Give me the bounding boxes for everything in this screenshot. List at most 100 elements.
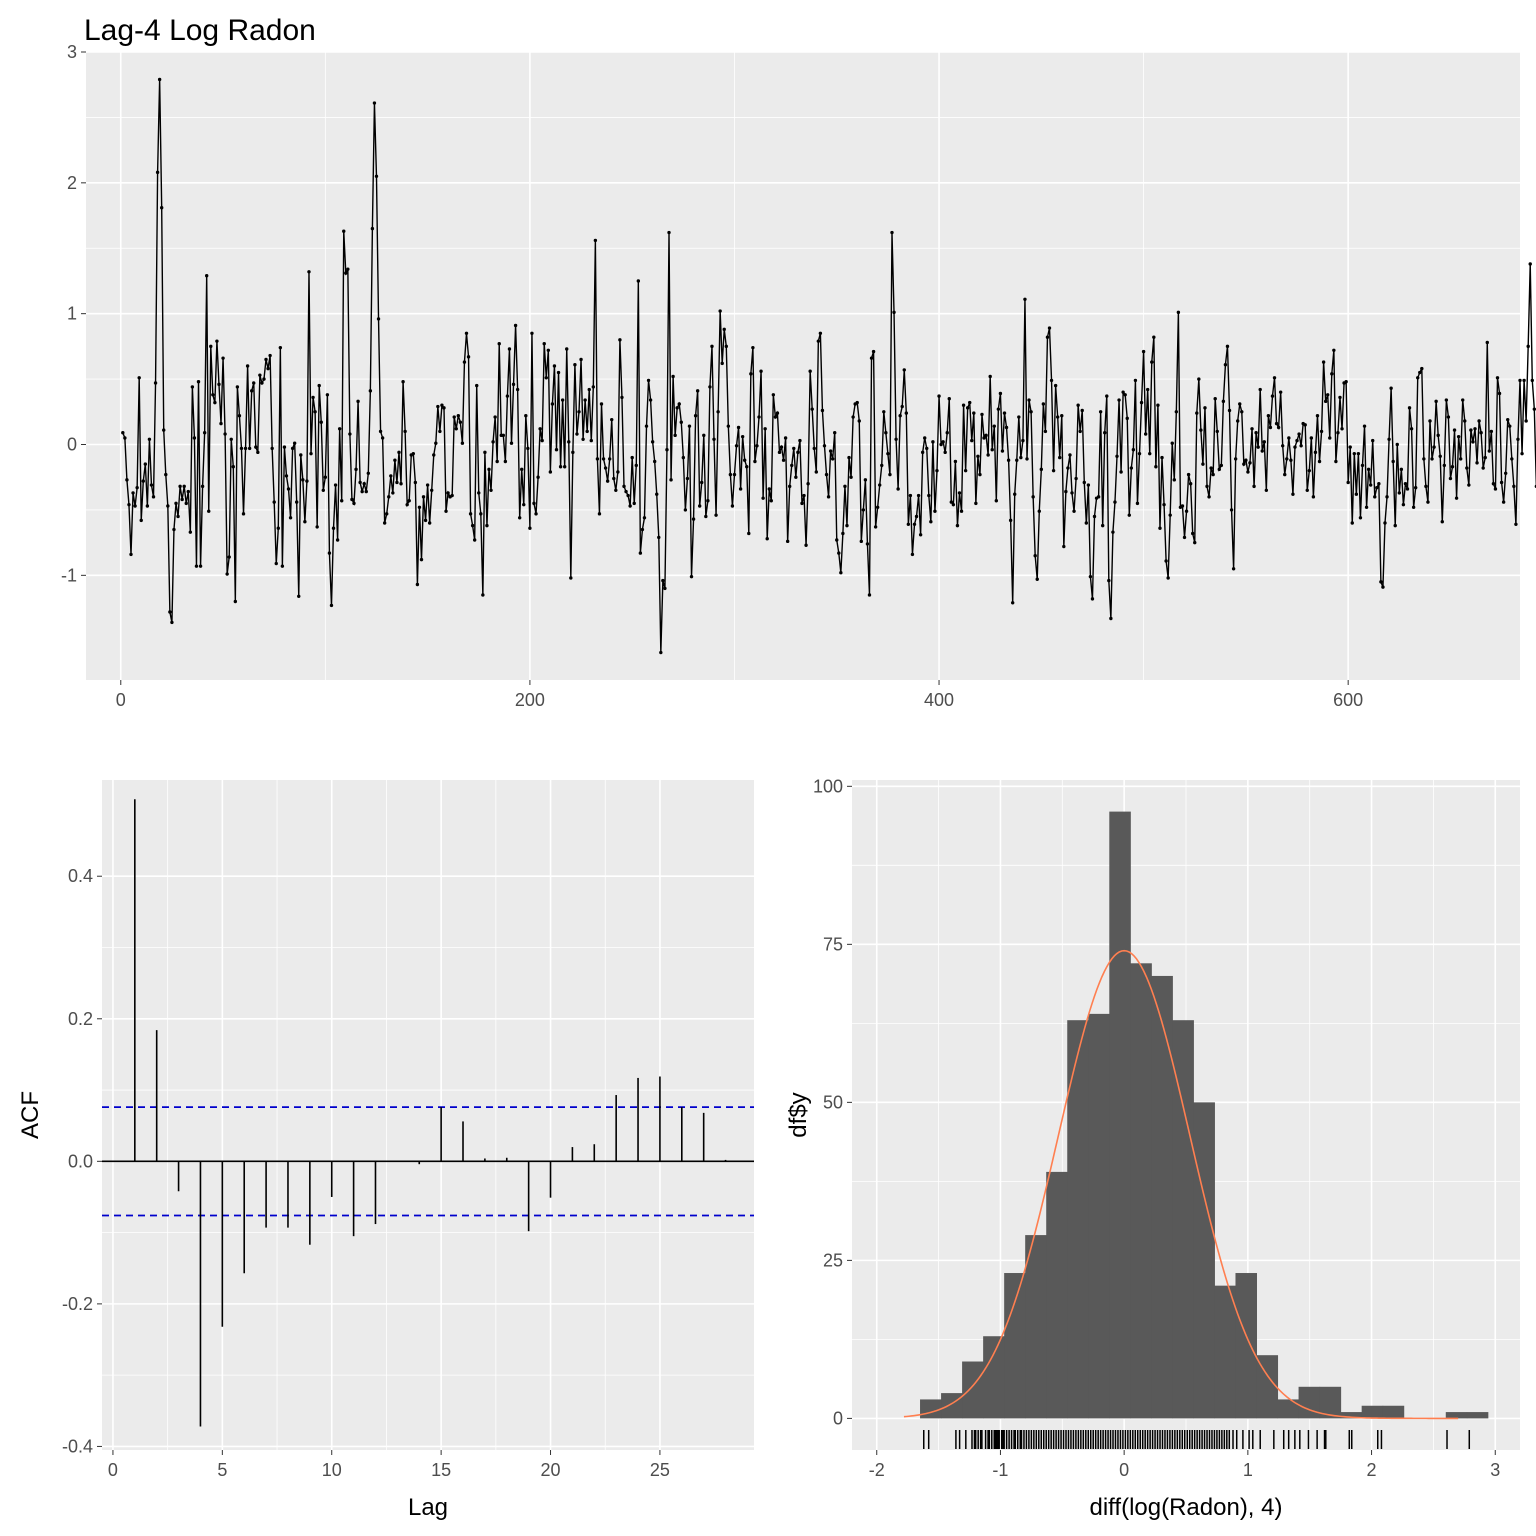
data-point	[632, 501, 636, 506]
data-point	[650, 440, 655, 444]
data-point	[1438, 454, 1442, 458]
data-point	[1299, 444, 1303, 448]
data-point	[403, 429, 407, 434]
data-point	[1516, 437, 1520, 441]
data-point	[241, 512, 246, 516]
data-point	[1098, 410, 1103, 414]
data-point	[1452, 428, 1457, 432]
x-tick-label: 0	[1119, 1460, 1129, 1480]
data-point	[536, 475, 540, 479]
data-point	[968, 400, 972, 405]
data-point	[1328, 436, 1332, 440]
plot-background	[86, 52, 1520, 680]
data-point	[256, 450, 260, 455]
data-point	[1326, 393, 1330, 397]
data-point	[1305, 488, 1309, 492]
data-point	[622, 484, 626, 489]
data-point	[1047, 326, 1052, 330]
data-point	[333, 483, 338, 487]
data-point	[290, 446, 295, 451]
data-point	[1309, 436, 1314, 440]
data-point	[389, 474, 393, 478]
data-point	[1336, 431, 1340, 435]
y-axis-label: df$y	[785, 1092, 812, 1137]
data-point	[1413, 485, 1418, 490]
data-point	[225, 572, 229, 576]
data-point	[247, 446, 252, 451]
data-point	[1125, 416, 1129, 421]
data-point	[1092, 514, 1097, 519]
data-point	[370, 226, 375, 231]
data-point	[1205, 484, 1209, 489]
data-point	[577, 410, 581, 414]
data-point	[268, 353, 272, 358]
data-point	[695, 389, 700, 393]
data-point	[1471, 440, 1475, 444]
data-point	[311, 395, 315, 400]
data-point	[190, 385, 195, 389]
data-point	[904, 411, 909, 415]
data-point	[1332, 348, 1336, 352]
data-point	[571, 450, 575, 455]
data-point	[1323, 399, 1328, 404]
data-point	[217, 382, 221, 387]
data-point	[624, 489, 628, 494]
data-point	[720, 361, 724, 366]
data-point	[540, 438, 544, 443]
data-point	[479, 512, 483, 516]
data-point	[1475, 461, 1479, 465]
data-point	[1004, 425, 1009, 430]
data-point	[1520, 451, 1524, 456]
data-point	[581, 437, 585, 441]
data-point	[515, 387, 520, 392]
histogram-bar	[1340, 1412, 1363, 1419]
data-point	[260, 381, 264, 385]
data-point	[544, 376, 548, 380]
data-point	[380, 436, 385, 440]
data-point	[1405, 487, 1410, 491]
data-point	[593, 238, 598, 243]
data-point	[1510, 457, 1514, 461]
data-point	[1074, 476, 1078, 481]
data-point	[980, 412, 984, 417]
histogram-bar	[1235, 1273, 1258, 1419]
data-point	[538, 427, 542, 431]
data-point	[1090, 597, 1095, 601]
data-point	[1029, 410, 1033, 414]
data-point	[994, 499, 999, 503]
data-point	[1027, 398, 1031, 402]
data-point	[931, 440, 935, 444]
data-point	[1238, 402, 1242, 406]
data-point	[472, 538, 477, 542]
data-point	[166, 504, 170, 508]
data-point	[1364, 505, 1369, 509]
data-point	[612, 476, 616, 481]
data-point	[307, 270, 311, 274]
data-point	[685, 476, 690, 481]
data-point	[464, 331, 469, 335]
data-point	[1201, 462, 1205, 466]
data-point	[211, 393, 215, 397]
y-tick-label: 1	[67, 304, 77, 324]
data-point	[916, 493, 921, 498]
data-point	[178, 484, 182, 489]
data-point	[546, 348, 551, 352]
histogram-bar	[920, 1399, 942, 1419]
data-point	[1199, 428, 1203, 432]
data-point	[652, 459, 657, 464]
data-point	[888, 472, 892, 477]
data-point	[552, 364, 557, 368]
data-point	[1111, 530, 1115, 534]
data-point	[526, 446, 530, 451]
data-point	[153, 381, 158, 385]
data-point	[1489, 429, 1494, 434]
data-point	[800, 501, 804, 506]
data-point	[618, 338, 622, 342]
data-point	[1096, 495, 1101, 499]
data-point	[1418, 370, 1422, 375]
data-point	[372, 101, 377, 105]
data-point	[1508, 424, 1512, 428]
data-point	[988, 374, 992, 379]
histogram-bar	[983, 1336, 1005, 1419]
data-point	[1422, 457, 1426, 461]
